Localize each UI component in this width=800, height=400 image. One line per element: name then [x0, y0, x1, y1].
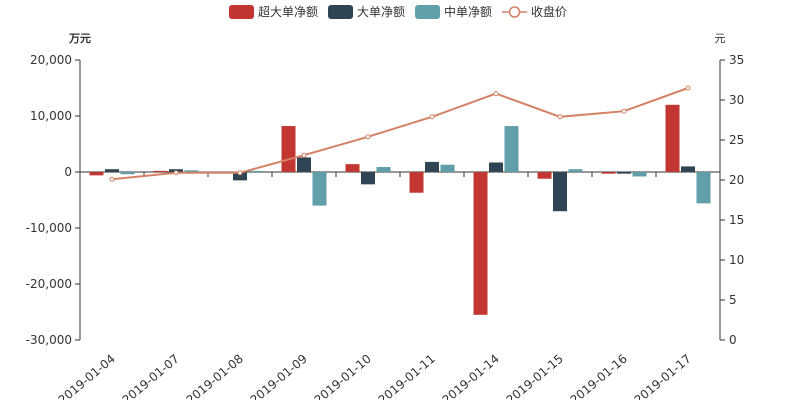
bar-超大单净额 [473, 172, 488, 315]
bar-大单净额 [553, 172, 567, 212]
bar-中单净额 [632, 172, 647, 177]
y-left-tick-label: 10,000 [30, 109, 72, 123]
legend-swatch [328, 5, 354, 19]
bar-超大单净额 [89, 172, 104, 176]
line-point [621, 108, 627, 114]
bar-中单净额 [184, 170, 199, 172]
y-left-tick-label: 20,000 [30, 53, 72, 67]
x-tick-label: 2019-01-08 [183, 352, 245, 400]
bar-大单净额 [425, 161, 439, 172]
line-point [173, 170, 179, 176]
legend-item[interactable]: 大单净额 [328, 5, 405, 19]
bar-中单净额 [696, 172, 711, 204]
line-point [685, 85, 691, 91]
bar-大单净额 [297, 157, 311, 172]
bar-超大单净额 [537, 172, 552, 179]
bar-大单净额 [681, 166, 695, 172]
y-left-tick-label: -20,000 [26, 277, 72, 291]
y-left-tick-label: 0 [64, 165, 72, 179]
bar-大单净额 [105, 169, 119, 172]
line-point [237, 170, 243, 176]
y-right-tick-label: 30 [729, 93, 744, 107]
legend-label: 超大单净额 [258, 4, 318, 19]
y-right-tick-label: 5 [729, 293, 737, 307]
bar-大单净额 [489, 162, 503, 172]
legend-item[interactable]: 中单净额 [415, 4, 492, 19]
bar-大单净额 [617, 172, 631, 174]
y-right-tick-label: 25 [729, 133, 744, 147]
y-left-tick-label: -30,000 [26, 333, 72, 347]
legend-swatch [415, 5, 441, 19]
bar-中单净额 [248, 170, 263, 172]
x-tick-label: 2019-01-16 [567, 352, 629, 400]
bar-超大单净额 [409, 172, 424, 193]
x-tick-label: 2019-01-15 [503, 352, 565, 400]
x-tick-label: 2019-01-10 [311, 352, 373, 400]
bar-中单净额 [504, 126, 519, 172]
bar-中单净额 [440, 164, 455, 172]
legend-label: 中单净额 [444, 4, 492, 19]
legend-swatch [229, 5, 254, 19]
bar-中单净额 [568, 169, 583, 172]
bar-超大单净额 [601, 172, 616, 174]
legend-label: 收盘价 [531, 4, 567, 19]
bar-超大单净额 [153, 170, 168, 172]
x-tick-label: 2019-01-07 [119, 352, 181, 400]
x-tick-label: 2019-01-04 [55, 352, 117, 400]
bar-大单净额 [361, 172, 375, 185]
legend-item[interactable]: 超大单净额 [229, 4, 318, 19]
x-tick-label: 2019-01-09 [247, 352, 309, 400]
legend[interactable]: 超大单净额 大单净额 中单净额 收盘价 [229, 4, 567, 19]
x-tick-label: 2019-01-17 [631, 352, 693, 400]
y-right-tick-label: 20 [729, 173, 744, 187]
x-tick-label: 2019-01-14 [439, 352, 501, 400]
y-left-tick-label: -10,000 [26, 221, 72, 235]
y-right-tick-label: 10 [729, 253, 744, 267]
x-tick-label: 2019-01-11 [375, 352, 437, 400]
legend-label: 大单净额 [357, 5, 405, 19]
line-point [493, 91, 499, 97]
bar-超大单净额 [345, 164, 360, 172]
line-point [557, 114, 563, 120]
bar-超大单净额 [665, 104, 680, 172]
line-收盘价 [111, 87, 689, 181]
line-point [109, 176, 115, 182]
bar-大单净额 [233, 172, 247, 181]
bar-中单净额 [376, 166, 391, 172]
y-left-unit-label: 万元 [68, 32, 91, 45]
axes: -30,000 -20,000 -10,000 0 10,000 20,000 0 5 10 15… [26, 53, 745, 400]
legend-item[interactable]: 收盘价 [502, 4, 567, 19]
line-point [429, 114, 435, 120]
bars [89, 104, 711, 315]
bar-中单净额 [120, 172, 135, 175]
bar-中单净额 [312, 172, 327, 206]
y-right-tick-label: 0 [729, 333, 737, 347]
legend-marker [508, 6, 521, 18]
line-point [301, 152, 307, 158]
close-price-line [109, 85, 691, 182]
y-right-unit-label: 元 [715, 32, 726, 45]
bar-超大单净额 [281, 126, 296, 172]
line-point [365, 134, 371, 140]
y-right-tick-label: 35 [729, 53, 744, 67]
y-right-tick-label: 15 [729, 213, 744, 227]
